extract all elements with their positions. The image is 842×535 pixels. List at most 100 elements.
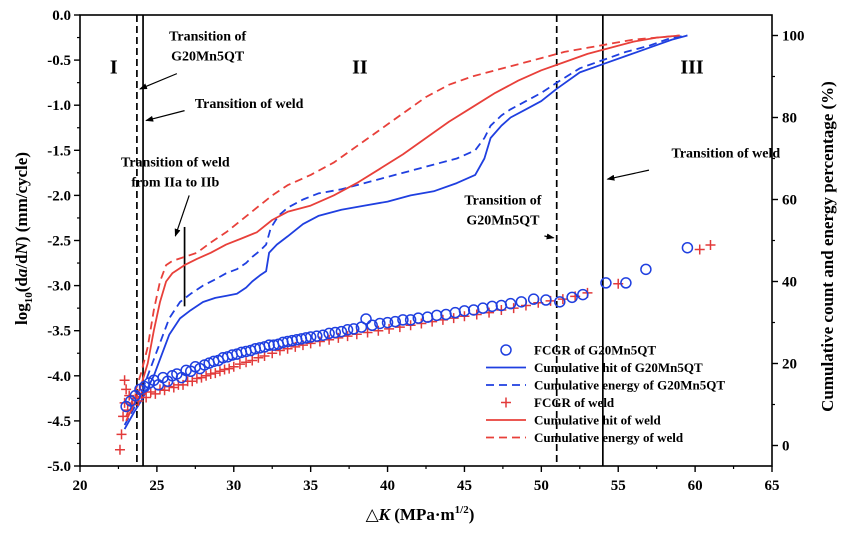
point-fcgr-of-g20mn5qt [540, 294, 552, 306]
point-fcgr-of-g20mn5qt [304, 331, 317, 343]
annotation-text-1: Transition of [169, 29, 246, 44]
annotation-text-1: G20Mn5QT [171, 49, 245, 64]
point-fcgr-of-weld [205, 368, 216, 379]
point-fcgr-of-weld [210, 368, 221, 379]
y-left-title-subscript: 10 [23, 292, 35, 304]
y-left-tick-label: -1.0 [47, 98, 71, 114]
x-axis-title-prefix: △ [366, 505, 380, 524]
legend-label: Cumulative hit of G20Mn5QT [534, 360, 703, 375]
x-tick-label: 65 [765, 478, 780, 494]
point-fcgr-of-weld [141, 392, 152, 403]
y-left-title-a: a [12, 268, 31, 277]
point-fcgr-of-weld [119, 397, 130, 408]
point-fcgr-of-weld [127, 399, 138, 410]
point-fcgr-of-g20mn5qt [421, 311, 434, 323]
y-left-tick-label: -1.5 [47, 143, 71, 159]
point-fcgr-of-g20mn5qt [515, 296, 528, 308]
annotation-text-3: Transition of weld [121, 156, 230, 171]
point-fcgr-of-weld [214, 366, 225, 377]
annotation-arrow-1 [139, 73, 178, 90]
point-fcgr-of-weld [121, 384, 132, 395]
x-axis-title-unit: (MPa·m [390, 505, 455, 524]
point-fcgr-of-weld [119, 375, 130, 386]
point-fcgr-of-g20mn5qt [381, 316, 394, 329]
point-fcgr-of-weld [150, 388, 161, 399]
legend: FCGR of G20Mn5QT Cumulative hit of G20Mn5… [486, 343, 725, 445]
point-fcgr-of-weld [253, 352, 264, 363]
point-fcgr-of-g20mn5qt [577, 288, 589, 301]
point-fcgr-of-weld [241, 357, 252, 368]
legend-label: Cumulative hit of weld [534, 413, 662, 428]
point-fcgr-of-g20mn5qt [620, 277, 632, 289]
point-fcgr-of-weld [219, 364, 230, 375]
point-fcgr-of-weld [191, 373, 202, 384]
y-left-title-n: N [12, 241, 31, 255]
y-left-tick-label: -2.0 [47, 188, 71, 204]
y-left-tick-label: -0.5 [47, 53, 71, 69]
point-fcgr-of-g20mn5qt [681, 241, 694, 254]
y-right-tick-label: 40 [782, 275, 797, 291]
legend-label: Cumulative energy of weld [534, 430, 684, 445]
region-label-ii: II [352, 57, 368, 79]
point-fcgr-of-weld [168, 382, 179, 393]
point-fcgr-of-g20mn5qt [640, 263, 652, 276]
y-left-axis-title: log10(da/dN) (mm/cycle) [12, 152, 35, 325]
point-fcgr-of-weld [228, 361, 239, 372]
point-fcgr-of-g20mn5qt [335, 325, 348, 338]
point-fcgr-of-g20mn5qt [347, 323, 360, 335]
y-right-tick-label: 100 [782, 29, 805, 45]
point-fcgr-of-g20mn5qt [300, 332, 312, 344]
point-fcgr-of-weld [116, 429, 127, 440]
x-tick-label: 35 [303, 478, 318, 494]
point-fcgr-of-weld [247, 355, 258, 366]
point-fcgr-of-g20mn5qt [527, 293, 540, 305]
point-fcgr-of-g20mn5qt [449, 306, 461, 319]
series-line-cumulative-energy-of-weld [125, 34, 680, 418]
legend-label: FCGR of weld [534, 395, 615, 410]
point-fcgr-of-weld [114, 444, 125, 455]
y-left-tick-label: 0.0 [52, 8, 71, 24]
y-left-title-slash: /d [12, 254, 31, 270]
x-tick-label: 60 [688, 478, 703, 494]
x-tick-label: 55 [611, 478, 626, 494]
point-fcgr-of-weld [224, 363, 235, 374]
point-fcgr-of-g20mn5qt [600, 277, 612, 289]
point-fcgr-of-g20mn5qt [486, 300, 498, 313]
point-fcgr-of-weld [694, 244, 705, 255]
x-axis-title-superscript: 1/2 [455, 504, 470, 516]
point-fcgr-of-weld [384, 323, 395, 334]
point-fcgr-of-g20mn5qt [360, 313, 372, 325]
point-fcgr-of-g20mn5qt [366, 319, 378, 332]
point-fcgr-of-weld [373, 325, 384, 336]
x-tick-label: 50 [534, 478, 549, 494]
y-right-tick-label: 20 [782, 357, 797, 373]
x-axis-title: △K (MPa·m1/2) [366, 504, 475, 524]
y-right-tick-label: 0 [782, 439, 790, 455]
x-axis-title-close: ) [469, 505, 475, 524]
annotation-arrow-2 [145, 110, 185, 122]
point-fcgr-of-weld [145, 387, 156, 398]
point-fcgr-of-g20mn5qt [323, 327, 335, 340]
series-line-cumulative-hit-of-g20mn5qt [123, 34, 688, 430]
legend-label: Cumulative energy of G20Mn5QT [534, 378, 725, 393]
annotation-arrow-3 [174, 195, 190, 237]
annotation-text-5: Transition of weld [672, 147, 781, 162]
point-fcgr-of-weld [187, 376, 198, 387]
region-label-i: I [110, 57, 118, 79]
point-fcgr-of-g20mn5qt [477, 302, 489, 314]
annotation-text-3: from IIa to IIb [131, 176, 219, 191]
series-line-cumulative-energy-of-g20mn5qt [123, 34, 688, 426]
x-tick-label: 40 [380, 478, 395, 494]
annotation-text-4: Transition of [464, 193, 541, 208]
annotation-arrow-5 [606, 169, 650, 181]
point-fcgr-of-weld [557, 294, 568, 305]
point-fcgr-of-g20mn5qt [404, 314, 417, 326]
point-fcgr-of-weld [234, 359, 245, 370]
point-fcgr-of-g20mn5qt [440, 308, 452, 321]
y-left-title-unit: ) (mm/cycle) [12, 152, 31, 242]
y-left-tick-label: -2.5 [47, 234, 71, 250]
x-tick-label: 45 [457, 478, 472, 494]
point-fcgr-of-weld [196, 372, 207, 383]
